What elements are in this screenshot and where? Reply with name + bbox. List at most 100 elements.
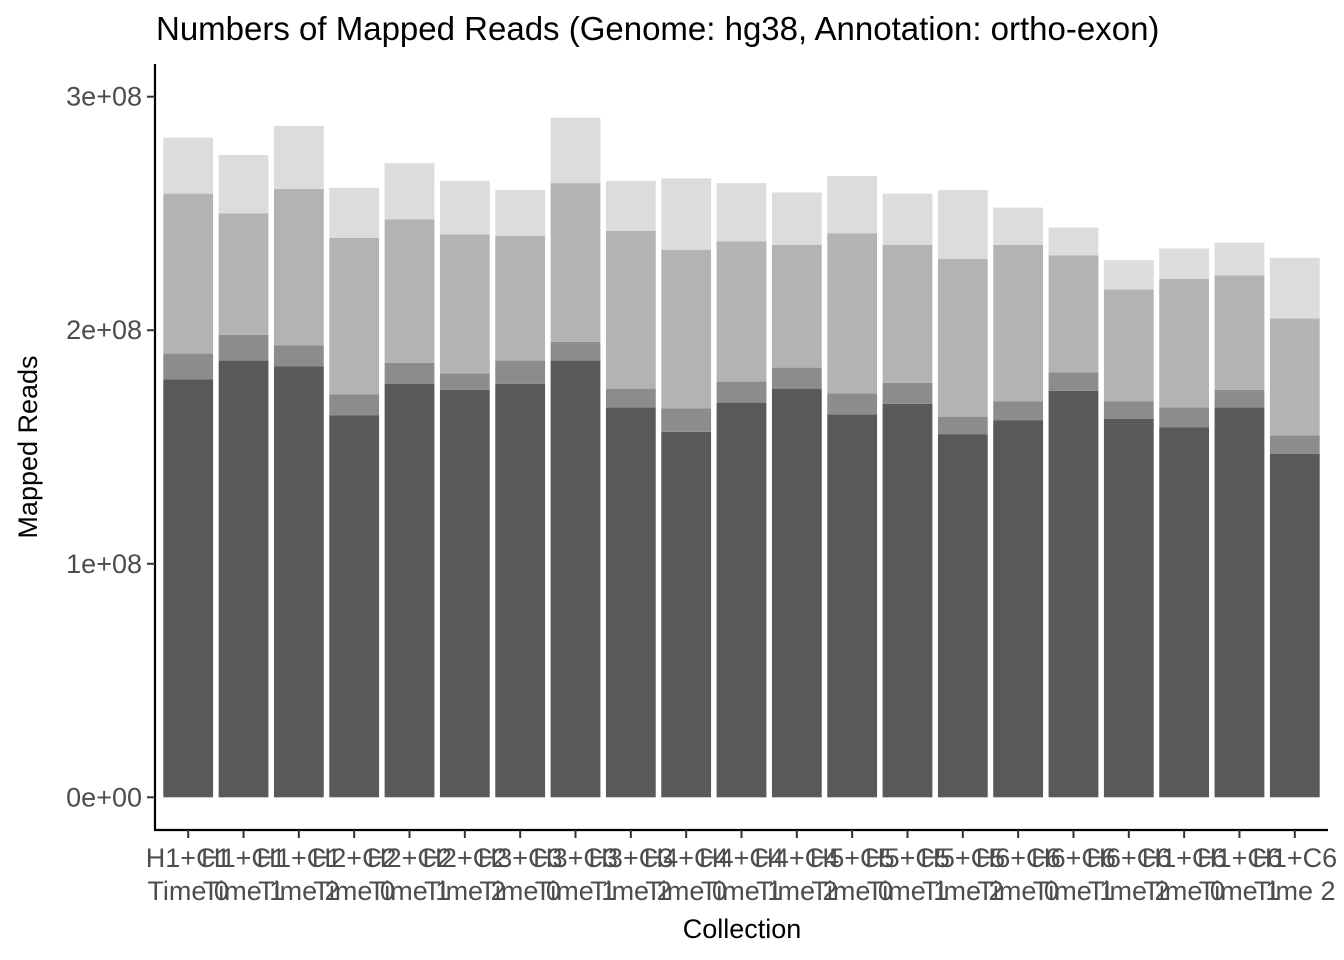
x-tick-label: H2+C2 Time 0 (312, 843, 397, 906)
x-tick-label: H1+C6 Time 0 (1142, 843, 1227, 906)
bar-segment-2 (384, 362, 435, 384)
bar-segment-4 (329, 187, 380, 238)
y-axis-ticks: 0e+00 1e+08 2e+08 3e+08 (66, 82, 155, 812)
bar-stack (218, 155, 269, 798)
bar-segment-2 (1214, 389, 1265, 408)
bar-segment-1 (1269, 454, 1320, 798)
bar-stack (1159, 248, 1210, 798)
bar-segment-3 (937, 259, 988, 417)
bar-segment-4 (273, 125, 324, 189)
bar-stack (329, 187, 380, 798)
chart-title: Numbers of Mapped Reads (Genome: hg38, A… (156, 10, 1159, 47)
bar-segment-3 (550, 183, 601, 342)
y-tick-label: 1e+08 (66, 549, 142, 579)
bar-segment-3 (163, 193, 214, 354)
bar-stack (661, 178, 712, 798)
bar-segment-3 (661, 249, 712, 409)
bar-stack (716, 183, 767, 798)
bar-segment-2 (605, 388, 656, 408)
bar-segment-4 (439, 180, 490, 235)
x-tick-label: H3+C3 Time 0 (478, 843, 563, 906)
bar-segment-2 (329, 394, 380, 416)
bar-segment-4 (937, 190, 988, 259)
bar-segment-3 (993, 244, 1044, 402)
bar-segment-3 (1214, 275, 1265, 390)
bar-segment-1 (827, 414, 878, 798)
bar-segment-1 (716, 402, 767, 798)
x-tick-label: H5+C5 Time 0 (810, 843, 895, 906)
bar-segment-3 (218, 213, 269, 335)
bar-segment-3 (1103, 289, 1154, 402)
bar-segment-3 (1159, 278, 1210, 408)
y-tick-label: 2e+08 (66, 315, 142, 345)
bar-stack (937, 190, 988, 798)
bar-segment-3 (329, 237, 380, 395)
bar-segment-3 (439, 234, 490, 374)
x-axis-ticks: H1+C1 Time 0H1+C1 Time 1H1+C1 Time 2H2+C2 Ti… (146, 830, 1337, 906)
bar-segment-4 (163, 137, 214, 194)
bar-segment-4 (605, 180, 656, 231)
y-tick-label: 0e+00 (66, 782, 142, 812)
x-tick-label: H5+C5 Time 2 (920, 843, 1005, 906)
bar-segment-1 (550, 360, 601, 798)
bar-segment-1 (882, 403, 933, 798)
bar-stack (1269, 257, 1320, 798)
bar-stack (439, 180, 490, 798)
bar-stack (1103, 260, 1154, 798)
bar-stack (384, 163, 435, 798)
bar-segment-2 (1269, 435, 1320, 454)
bar-segment-1 (439, 389, 490, 798)
bar-segment-2 (993, 401, 1044, 421)
y-axis-title: Mapped Reads (13, 355, 43, 538)
bar-segment-1 (495, 383, 546, 798)
x-tick-label: H1+C1 Time 0 (146, 843, 231, 906)
bar-stack (882, 193, 933, 798)
bar-segment-3 (605, 230, 656, 389)
x-tick-label: H1+C6 Time 2 (1252, 843, 1337, 906)
bar-segment-1 (163, 379, 214, 798)
bar-segment-3 (384, 219, 435, 363)
bar-segment-1 (661, 431, 712, 798)
bar-stack (163, 137, 214, 798)
bar-segment-3 (1048, 255, 1099, 373)
bar-segment-3 (495, 235, 546, 361)
bar-segment-2 (495, 360, 546, 384)
bar-segment-2 (1048, 372, 1099, 391)
x-tick-label: H2+C2 Time 1 (367, 843, 452, 906)
x-tick-label: H2+C2 Time 2 (422, 843, 507, 906)
bar-segment-3 (771, 244, 822, 368)
y-tick-label: 3e+08 (66, 82, 142, 112)
bar-stack (495, 190, 546, 798)
bar-segment-2 (163, 353, 214, 380)
bar-segment-4 (1214, 242, 1265, 276)
bar-segment-1 (384, 383, 435, 798)
x-tick-label: H6+C6 Time 1 (1031, 843, 1116, 906)
x-axis-title: Collection (683, 914, 802, 944)
bar-segment-2 (439, 373, 490, 390)
bar-segment-4 (661, 178, 712, 250)
bar-segment-1 (1159, 427, 1210, 798)
bar-segment-4 (716, 183, 767, 242)
x-tick-label: H3+C3 Time 1 (533, 843, 618, 906)
bar-segment-4 (771, 192, 822, 245)
bar-stack (1048, 227, 1099, 798)
bar-stack (1214, 242, 1265, 798)
bar-stack (550, 117, 601, 798)
bar-segment-4 (1103, 260, 1154, 290)
bar-segment-1 (993, 420, 1044, 798)
x-tick-label: H6+C6 Time 0 (976, 843, 1061, 906)
bar-segment-1 (771, 388, 822, 798)
bar-segment-2 (1159, 407, 1210, 428)
bar-segment-1 (218, 360, 269, 798)
bar-segment-3 (827, 233, 878, 394)
bar-segment-2 (771, 367, 822, 389)
bar-stack (827, 176, 878, 798)
bar-segment-4 (1159, 248, 1210, 279)
x-tick-label: H1+C1 Time 1 (201, 843, 286, 906)
bar-segment-3 (1269, 318, 1320, 436)
bar-segment-2 (550, 341, 601, 361)
bar-segment-4 (550, 117, 601, 184)
bar-segment-2 (273, 345, 324, 367)
bar-segment-2 (218, 334, 269, 361)
